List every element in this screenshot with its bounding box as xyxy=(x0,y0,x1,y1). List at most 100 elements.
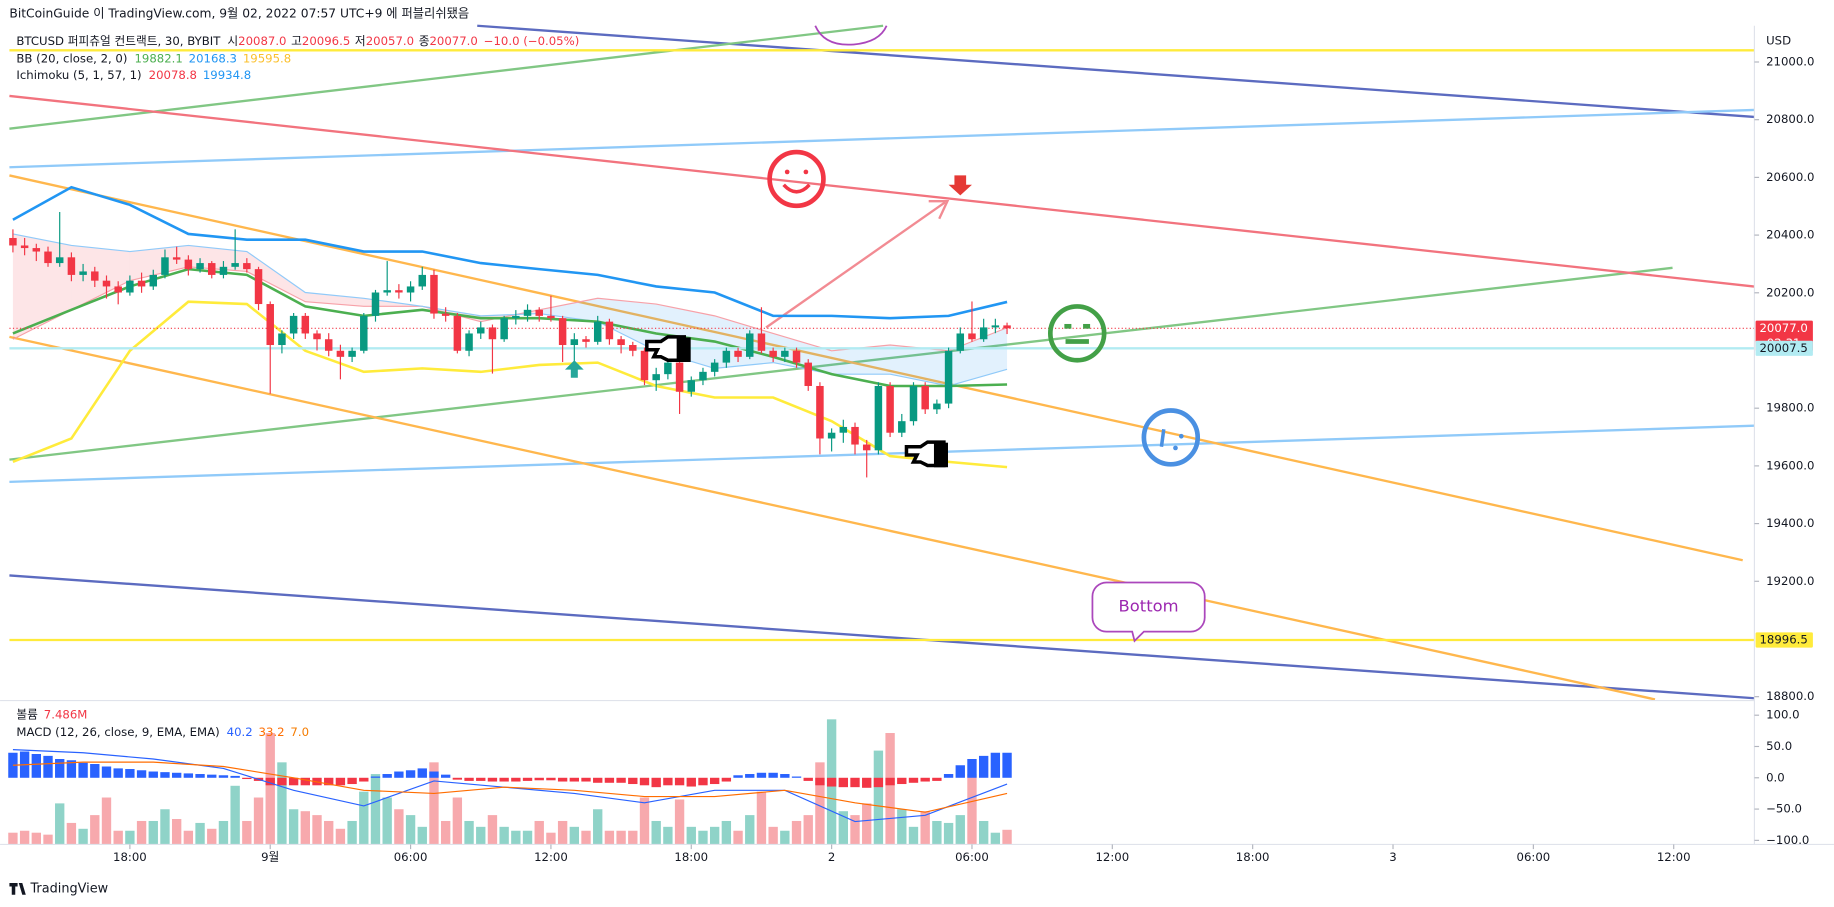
candle-body xyxy=(523,309,532,316)
candle-body xyxy=(91,271,99,281)
x-tick-label: 06:00 xyxy=(955,850,989,864)
y-tick-label: 20600.0 xyxy=(1766,170,1814,184)
legend-macd: MACD (12, 26, close, 9, EMA, EMA) 40.2 33.… xyxy=(16,725,309,739)
volume-bar xyxy=(932,820,942,845)
series-layer xyxy=(8,185,1755,845)
bb-lower: 19595.8 xyxy=(243,51,291,65)
volume-bar xyxy=(885,733,895,845)
volume-bar xyxy=(66,822,77,845)
macd-histogram xyxy=(300,777,310,786)
volume-bar xyxy=(862,803,872,845)
cloud xyxy=(773,333,832,375)
volume-bar xyxy=(359,791,369,845)
macd-histogram xyxy=(686,777,696,787)
macd-histogram xyxy=(171,772,182,778)
volume-bar xyxy=(686,826,696,845)
y-tick-label: 50.0 xyxy=(1766,739,1792,753)
volume-bar xyxy=(464,820,474,845)
volume-bar xyxy=(125,830,135,845)
candle-body xyxy=(874,385,883,451)
candle-body xyxy=(243,263,251,270)
y-tick-label: 19200.0 xyxy=(1766,574,1814,588)
macd-histogram xyxy=(663,777,673,786)
volume-bar xyxy=(476,826,486,845)
candle-body xyxy=(289,315,298,334)
candle-body xyxy=(336,350,345,357)
macd-histogram xyxy=(324,777,334,786)
signal-v: 33.2 xyxy=(259,725,285,739)
volume-bar xyxy=(967,774,977,845)
volume-bar xyxy=(452,797,463,845)
candle-body xyxy=(956,333,965,351)
macd-histogram xyxy=(101,766,112,778)
legend-bb: BB (20, close, 2, 0) 19882.1 20168.3 19595.… xyxy=(16,51,291,65)
candle-body xyxy=(558,318,567,346)
volume-bar xyxy=(113,830,123,845)
candle-body xyxy=(348,350,356,357)
candle-body xyxy=(921,385,929,410)
candle-body xyxy=(114,286,122,293)
candle-body xyxy=(862,444,871,451)
volume-bar xyxy=(195,822,205,845)
macd-histogram xyxy=(803,777,813,781)
volume-bar xyxy=(791,820,802,845)
candle-body xyxy=(722,350,731,363)
candle-body xyxy=(500,318,508,340)
macd-histogram xyxy=(452,777,463,780)
candle-body xyxy=(313,333,321,340)
x-tick-label: 9월 xyxy=(261,850,279,864)
candle-body xyxy=(734,350,742,357)
macd-histogram xyxy=(487,777,498,782)
candle-body xyxy=(991,325,1000,328)
x-tick-label: 2 xyxy=(828,850,835,864)
candle-body xyxy=(664,362,672,375)
volume-last: 7.486M xyxy=(44,707,88,721)
bb-basis: 19882.1 xyxy=(134,51,182,65)
candle-body xyxy=(477,327,485,334)
volume-bar xyxy=(709,826,720,845)
l: 20057.0 xyxy=(366,33,414,47)
macd-histogram xyxy=(967,759,977,778)
labels: 21000.0 20800.0 20600.0 20400.0 20200.0 19800… xyxy=(113,54,1814,863)
ich-b: 19934.8 xyxy=(203,67,251,81)
bb: BB (20, close, 2, 0) xyxy=(16,51,127,65)
bb-upper: 20168.3 xyxy=(189,51,237,65)
macd-histogram xyxy=(873,777,884,788)
candle-body xyxy=(231,263,239,267)
x-tick-label: 12:00 xyxy=(534,850,568,864)
candle-body xyxy=(769,350,777,357)
volume-bar xyxy=(19,830,30,845)
candle-body xyxy=(266,304,274,346)
macd-v: 40.2 xyxy=(227,725,253,739)
macd-histogram xyxy=(148,771,158,778)
icons: Bottom xyxy=(564,149,1206,643)
brand-text: TradingView xyxy=(29,881,108,896)
legend-main: BTCUSD 퍼피츄얼 컨트랙트, 30, BYBIT 시20087.0 고2009… xyxy=(16,33,579,47)
volume-bar xyxy=(230,785,240,845)
arrow-head xyxy=(928,199,950,220)
volume-bar xyxy=(897,809,907,845)
volume-bar xyxy=(604,830,615,845)
candle-body xyxy=(839,426,848,433)
volume-bar xyxy=(43,834,53,845)
candle-body xyxy=(944,350,953,404)
volume-bar xyxy=(920,811,930,845)
macd-histogram xyxy=(815,777,825,786)
y-tick-label: 19600.0 xyxy=(1766,458,1814,472)
candle-body xyxy=(746,333,754,357)
candle-body xyxy=(278,333,286,346)
macd-histogram xyxy=(581,777,591,782)
ichimoku: Ichimoku (5, 1, 57, 1) xyxy=(16,67,141,81)
volume-bar xyxy=(873,750,884,845)
candle-body xyxy=(827,432,836,439)
candle-body xyxy=(55,257,64,264)
pointing-hand xyxy=(645,335,948,468)
macd-histogram xyxy=(195,774,205,778)
volume-bar xyxy=(546,832,556,845)
volume-bar xyxy=(101,797,112,845)
y-tick-label: 100.0 xyxy=(1766,708,1799,722)
candle-body xyxy=(371,292,380,316)
volume-bar xyxy=(78,828,88,845)
candle-body xyxy=(196,263,204,270)
